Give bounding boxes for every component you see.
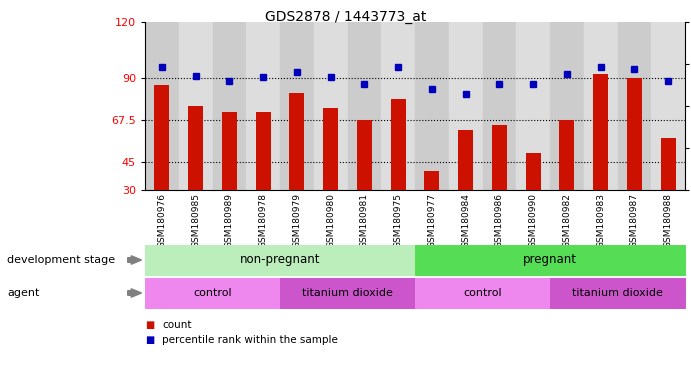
Bar	[584, 22, 618, 190]
Text: GDS2878 / 1443773_at: GDS2878 / 1443773_at	[265, 10, 426, 23]
Bar	[246, 22, 280, 190]
Bar	[145, 22, 179, 190]
Bar	[482, 22, 516, 190]
Bar	[651, 22, 685, 190]
Text: agent: agent	[7, 288, 39, 298]
Bar	[145, 22, 179, 190]
Bar	[290, 93, 305, 190]
Bar	[661, 138, 676, 190]
Text: percentile rank within the sample: percentile rank within the sample	[162, 335, 338, 345]
Bar	[188, 106, 203, 190]
Text: ■: ■	[145, 335, 154, 345]
Bar	[550, 22, 584, 190]
Bar	[348, 22, 381, 190]
Bar	[550, 22, 584, 190]
Bar	[357, 120, 372, 190]
Bar	[256, 112, 271, 190]
Text: pregnant: pregnant	[523, 253, 577, 266]
Bar	[213, 22, 246, 190]
Text: titanium dioxide: titanium dioxide	[572, 288, 663, 298]
Bar	[584, 22, 618, 190]
Bar	[381, 22, 415, 190]
Bar	[526, 153, 541, 190]
Text: non-pregnant: non-pregnant	[240, 253, 320, 266]
Text: titanium dioxide: titanium dioxide	[302, 288, 393, 298]
Text: ■: ■	[145, 320, 154, 330]
Bar	[448, 22, 482, 190]
Bar	[213, 22, 246, 190]
Bar	[179, 22, 213, 190]
Bar	[415, 22, 448, 190]
Bar	[314, 22, 348, 190]
Bar	[415, 22, 448, 190]
Bar	[314, 22, 348, 190]
Bar	[246, 22, 280, 190]
Bar	[179, 22, 213, 190]
Text: development stage: development stage	[7, 255, 115, 265]
Bar	[458, 130, 473, 190]
Bar	[390, 99, 406, 190]
Bar	[516, 22, 550, 190]
Bar	[280, 22, 314, 190]
Text: count: count	[162, 320, 192, 330]
Bar	[222, 112, 237, 190]
Bar	[424, 171, 439, 190]
Bar	[381, 22, 415, 190]
Bar	[618, 22, 651, 190]
Bar	[651, 22, 685, 190]
Bar	[448, 22, 482, 190]
Bar	[492, 125, 507, 190]
Bar	[559, 120, 574, 190]
Bar	[627, 78, 642, 190]
Bar	[323, 108, 338, 190]
Bar	[593, 74, 608, 190]
Text: control: control	[463, 288, 502, 298]
Bar	[516, 22, 550, 190]
Bar	[348, 22, 381, 190]
Bar	[618, 22, 651, 190]
Bar	[482, 22, 516, 190]
Bar	[280, 22, 314, 190]
Bar	[154, 86, 169, 190]
Text: control: control	[193, 288, 231, 298]
